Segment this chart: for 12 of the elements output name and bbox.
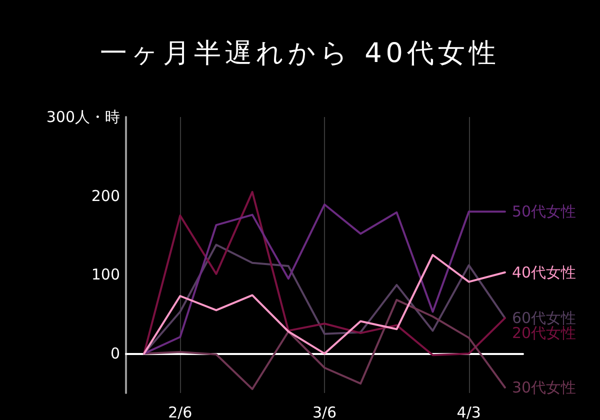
y-tick-label: 200: [91, 186, 120, 205]
series-label: 50代女性: [512, 202, 576, 221]
x-tick-label: 2/6: [168, 404, 192, 420]
series-label: 30代女性: [512, 378, 576, 396]
x-tick-label: 4/3: [456, 404, 481, 420]
x-tick-label: 3/6: [312, 404, 337, 420]
line-series: [143, 298, 506, 390]
series-label: 40代女性: [512, 263, 576, 282]
y-tick-label: 0: [110, 344, 120, 363]
chart-title: 一ヶ月半遅れから 40代女性: [99, 37, 501, 71]
y-tick-label: 300人・時: [46, 108, 120, 126]
y-tick-label: 100: [91, 266, 120, 284]
